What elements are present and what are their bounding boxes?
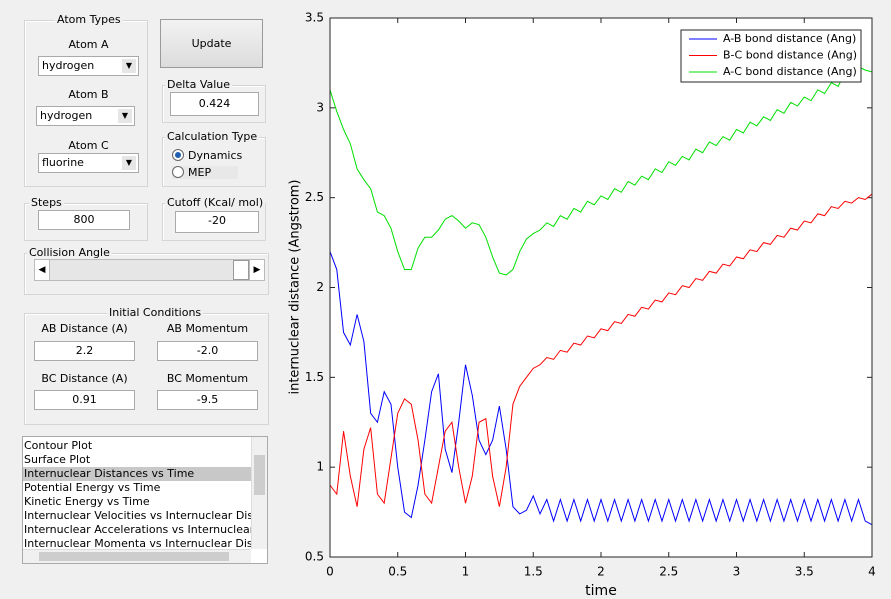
y-tick-label: 2.5 [305, 190, 324, 204]
panel-title: Steps [29, 196, 64, 209]
y-tick-label: 1.5 [305, 370, 324, 384]
x-tick-label: 3 [733, 565, 741, 579]
list-item[interactable]: Internuclear Distances vs Time [23, 467, 251, 481]
label: BC Momentum [166, 372, 249, 385]
legend-label: A-B bond distance (Ang) [723, 32, 856, 45]
dropdown[interactable]: fluorine ▼ [38, 153, 139, 173]
slider-left[interactable]: ◀ [35, 260, 50, 280]
radio-option[interactable]: Dynamics [172, 149, 242, 162]
dropdown-value: hydrogen [42, 59, 95, 72]
x-tick-label: 1 [462, 565, 470, 579]
list-item[interactable]: Kinetic Energy vs Time [24, 495, 150, 508]
data-line [329, 193, 873, 507]
data-line [329, 251, 873, 526]
x-tick-label: 0.5 [388, 565, 407, 579]
panel-title: Delta Value [165, 78, 233, 91]
dropdown[interactable]: hydrogen ▼ [38, 56, 139, 76]
list-item[interactable]: Internuclear Velocities vs Internuclear … [24, 509, 251, 522]
axes-background [330, 18, 872, 557]
slider-right[interactable]: ▶ [249, 260, 264, 280]
scroll-thumb[interactable] [254, 455, 265, 495]
atom-types-panel: Atom Types [24, 13, 148, 187]
list-item[interactable]: Internuclear Momenta vs Internuclear Dis… [24, 537, 251, 550]
list-item[interactable]: Internuclear Accelerations vs Internucle… [24, 523, 251, 536]
y-tick-label: 3 [316, 100, 324, 114]
list-item[interactable]: Contour Plot [24, 439, 93, 452]
x-tick-label: 2.5 [659, 565, 678, 579]
panel-title: Atom Types [55, 13, 123, 26]
vertical-scrollbar[interactable] [251, 437, 267, 549]
steps-input[interactable]: 800 [38, 210, 130, 230]
legend-label: B-C bond distance (Ang) [723, 49, 857, 62]
axes-box [329, 17, 873, 558]
x-tick-label: 1.5 [524, 565, 543, 579]
dropdown[interactable]: hydrogen ▼ [36, 106, 135, 126]
legend-label: A-C bond distance (Ang) [723, 65, 857, 78]
radio-label: Dynamics [188, 149, 243, 162]
delta-panel: Delta Value [162, 78, 266, 123]
x-axis-label: time [585, 583, 617, 599]
x-tick-label: 3.5 [795, 565, 814, 579]
data-line [329, 65, 873, 276]
list-items: Contour Plot Surface Plot Internuclear D… [23, 439, 251, 551]
update-button[interactable]: Update [160, 19, 263, 68]
dropdown-value: fluorine [42, 156, 84, 169]
input[interactable]: 0.91 [34, 390, 135, 410]
radio-label: MEP [188, 166, 212, 179]
x-tick-label: 0 [326, 565, 334, 579]
calc-type-panel: Calculation Type [162, 130, 266, 187]
steps-panel: Steps [24, 196, 148, 241]
y-tick-label: 3.5 [305, 11, 324, 25]
slider-thumb[interactable] [233, 260, 249, 280]
input[interactable]: -2.0 [157, 341, 258, 361]
panel-title: Cutoff (Kcal/ mol) [165, 196, 266, 209]
y-axis-label: internuclear distance (Angstrom) [288, 179, 303, 394]
panel-title: Collision Angle [27, 246, 112, 259]
y-tick-label: 0.5 [305, 550, 324, 564]
panel-title: Calculation Type [165, 130, 260, 143]
input[interactable]: 2.2 [34, 341, 135, 361]
x-tick-label: 2 [597, 565, 605, 579]
collision-angle-panel: Collision Angle [24, 246, 269, 295]
plot-listbox: Contour Plot Surface Plot Internuclear D… [22, 436, 268, 564]
label: Atom C [68, 139, 109, 152]
radio-option[interactable]: MEP [172, 166, 238, 179]
angle-slider[interactable]: ◀ ▶ [34, 259, 265, 281]
horizontal-scrollbar[interactable] [23, 549, 251, 563]
initial-conditions-panel: Initial Conditions [24, 306, 269, 425]
list-item[interactable]: Potential Energy vs Time [24, 481, 161, 494]
list-item[interactable]: Surface Plot [24, 453, 91, 466]
dropdown-value: hydrogen [40, 109, 93, 122]
input[interactable]: -9.5 [157, 390, 258, 410]
panel-title: Initial Conditions [107, 306, 204, 319]
label: BC Distance (A) [41, 372, 128, 385]
delta-input[interactable]: 0.424 [170, 92, 259, 116]
cutoff-panel: Cutoff (Kcal/ mol) [162, 196, 266, 241]
label: Atom A [68, 38, 109, 51]
y-tick-label: 1 [316, 460, 324, 474]
y-tick-label: 2 [316, 280, 324, 294]
label: AB Momentum [166, 322, 249, 335]
cutoff-input[interactable]: -20 [175, 211, 259, 233]
scroll-thumb[interactable] [39, 552, 229, 561]
label: Atom B [68, 88, 109, 101]
x-tick-label: 4 [868, 565, 876, 579]
label: AB Distance (A) [41, 322, 128, 335]
